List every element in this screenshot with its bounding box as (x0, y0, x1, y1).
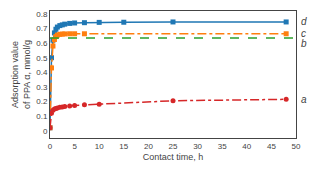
svg-text:0.3: 0.3 (36, 83, 48, 92)
svg-text:0: 0 (48, 142, 53, 151)
svg-text:b: b (301, 38, 307, 49)
svg-text:0.7: 0.7 (36, 24, 48, 33)
svg-text:20: 20 (144, 142, 153, 151)
svg-text:10: 10 (95, 142, 104, 151)
svg-text:30: 30 (193, 142, 202, 151)
svg-text:35: 35 (218, 142, 227, 151)
svg-text:15: 15 (119, 142, 128, 151)
svg-text:0.2: 0.2 (36, 97, 48, 106)
svg-text:5: 5 (72, 142, 77, 151)
svg-text:d: d (301, 16, 307, 27)
svg-text:40: 40 (242, 142, 251, 151)
svg-text:0: 0 (43, 127, 48, 136)
svg-text:a: a (301, 94, 307, 105)
svg-text:0.1: 0.1 (36, 112, 48, 121)
svg-text:Adsorption valueof PPA α, mmol: Adsorption valueof PPA α, mmol/g (10, 40, 32, 109)
svg-text:0.5: 0.5 (36, 54, 48, 63)
svg-text:0.6: 0.6 (36, 39, 48, 48)
svg-text:45: 45 (267, 142, 276, 151)
svg-text:Contact time, h: Contact time, h (143, 152, 204, 162)
svg-text:0.8: 0.8 (36, 10, 48, 19)
svg-text:50: 50 (292, 142, 301, 151)
svg-text:c: c (301, 28, 306, 39)
svg-text:25: 25 (169, 142, 178, 151)
svg-text:0.4: 0.4 (36, 68, 48, 77)
